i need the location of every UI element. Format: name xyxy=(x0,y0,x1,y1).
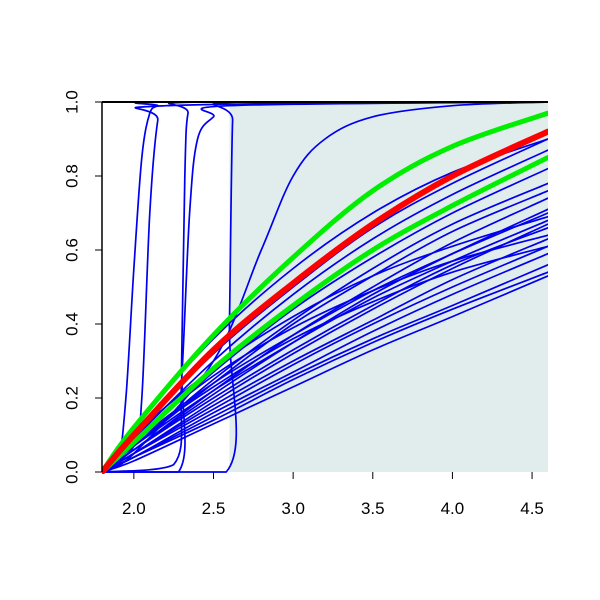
series-line-20 xyxy=(102,275,548,473)
series-line-27 xyxy=(102,245,548,473)
y-tick-label: 0.4 xyxy=(63,312,82,336)
x-tick-label: 3.0 xyxy=(281,499,305,518)
axes: 0.0 0.2 0.4 0.6 0.8 1.0 2.0 2.5 3.0 3.5 4.0 4.5 xyxy=(63,90,548,518)
y-tick-label: 1.0 xyxy=(63,90,82,114)
y-tick-label: 0.8 xyxy=(63,164,82,188)
plot-area xyxy=(102,101,548,474)
y-tick-label: 0.2 xyxy=(63,386,82,410)
y-tick-label: 0.0 xyxy=(63,460,82,484)
y-tick-label: 0.6 xyxy=(63,238,82,262)
band-upper-line xyxy=(102,110,548,474)
series-line-26 xyxy=(102,226,548,473)
x-tick-label: 4.0 xyxy=(441,499,465,518)
x-tick-label: 4.5 xyxy=(520,499,544,518)
x-tick-label: 2.5 xyxy=(202,499,226,518)
shaded-region xyxy=(229,102,548,472)
central-line xyxy=(102,128,548,474)
series-line-6 xyxy=(102,101,548,473)
x-tick-label: 3.5 xyxy=(361,499,385,518)
series-line-28 xyxy=(102,271,548,473)
band-lower-line xyxy=(102,155,548,474)
x-tick-label: 2.0 xyxy=(122,499,146,518)
series-line-25 xyxy=(102,219,548,473)
